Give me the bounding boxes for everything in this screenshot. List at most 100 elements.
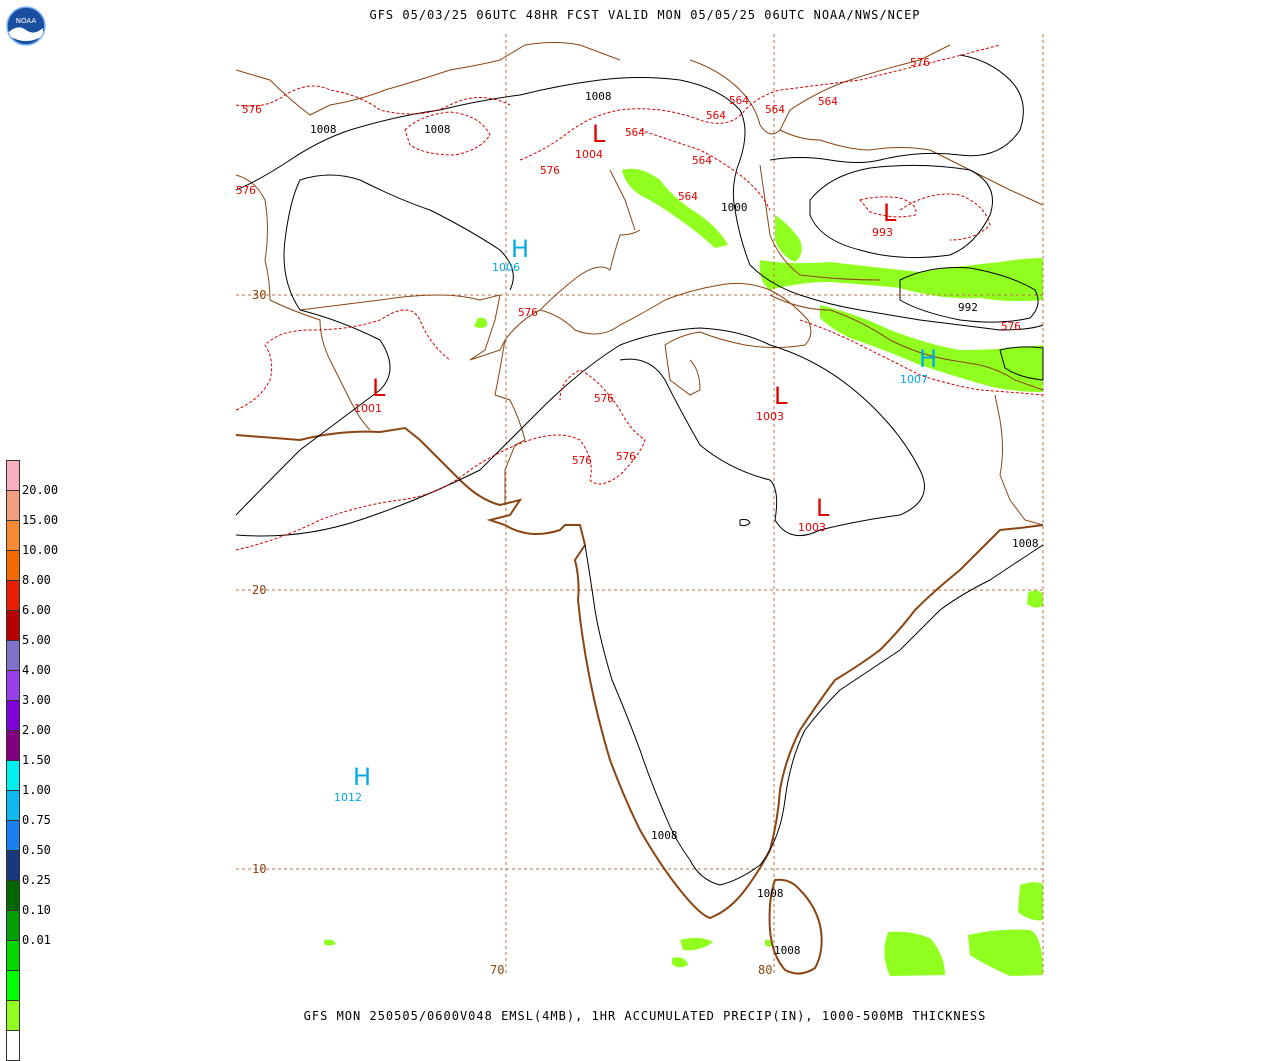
legend-swatch: [6, 970, 20, 1000]
low-center: L: [774, 382, 788, 410]
lat-label-30: 30: [252, 288, 266, 302]
thickness-label: 564: [818, 95, 838, 108]
precip-area: [622, 168, 728, 248]
legend-label: 5.00: [22, 633, 51, 647]
low-value: 1003: [798, 521, 826, 534]
thickness-label: 576: [236, 184, 256, 197]
legend-label: 10.00: [22, 543, 59, 557]
isobar-label: 1008: [651, 829, 678, 842]
map-footer: GFS MON 250505/0600V048 EMSL(4MB), 1HR A…: [303, 1009, 987, 1023]
logo-text: NOAA: [16, 17, 37, 25]
lat-lon-grid: [236, 34, 1044, 976]
legend-swatch: [6, 730, 20, 760]
thickness-label: 576: [540, 164, 560, 177]
legend-swatch: [6, 640, 20, 670]
legend-label: 0.75: [22, 813, 51, 827]
thickness-label: 564: [678, 190, 698, 203]
legend-label: 1.00: [22, 783, 51, 797]
thickness-label: 564: [765, 103, 785, 116]
thickness-label: 576: [572, 454, 592, 467]
low-center: L: [592, 120, 606, 148]
legend-swatch: [6, 850, 20, 880]
legend-swatch: [6, 760, 20, 790]
thickness-label: 564: [625, 126, 645, 139]
low-center: L: [816, 494, 830, 522]
lat-label-10: 10: [252, 862, 266, 876]
legend-label: 8.00: [22, 573, 51, 587]
legend-swatch: [6, 880, 20, 910]
precip-area: [1027, 590, 1043, 608]
isobar-label: 1008: [585, 90, 612, 103]
thickness-label: 564: [706, 109, 726, 122]
low-center: L: [883, 199, 897, 227]
legend-label: 6.00: [22, 603, 51, 617]
isobar-label: 1008: [1012, 537, 1039, 550]
thickness-labels: 576 576 576 576 564 564 564 564 564 564 …: [236, 56, 1021, 467]
precip-area: [775, 215, 802, 262]
legend-swatch: [6, 820, 20, 850]
legend-swatch: [6, 700, 20, 730]
precip-area: [884, 931, 945, 976]
high-center: H: [919, 345, 937, 373]
thickness-lines: [235, 44, 1044, 551]
thickness-label: 576: [910, 56, 930, 69]
legend-label: 4.00: [22, 663, 51, 677]
isobar-label: 1008: [424, 123, 451, 136]
weather-map: 30 20 10 70 80 L 1004 H 1006 L 1001 L 10…: [235, 34, 1044, 977]
legend-swatch: [6, 790, 20, 820]
thickness-label: 576: [594, 392, 614, 405]
low-value: 1003: [756, 410, 784, 423]
isobars: [235, 54, 1044, 886]
isobar-labels: 1008 1008 1008 1000 992 1008 1008 1008 1…: [310, 90, 1039, 957]
isobar-label: 1008: [757, 887, 784, 900]
thickness-label: 576: [242, 103, 262, 116]
legend-label: 0.10: [22, 903, 51, 917]
axis-labels: 30 20 10 70 80: [252, 288, 772, 977]
isobar-label: 992: [958, 301, 978, 314]
thickness-label: 576: [1001, 320, 1021, 333]
precip-area: [820, 305, 1043, 392]
legend-label: 3.00: [22, 693, 51, 707]
precip-legend: [6, 460, 20, 1061]
thickness-label: 564: [729, 94, 749, 107]
map-title: GFS 05/03/25 06UTC 48HR FCST VALID MON 0…: [369, 8, 921, 22]
country-borders: [235, 42, 1044, 526]
precip-area: [474, 317, 488, 328]
legend-label: 2.00: [22, 723, 51, 737]
legend-swatch: [6, 520, 20, 550]
legend-swatch: [6, 940, 20, 970]
low-center: L: [372, 374, 386, 402]
legend-label: 0.01: [22, 933, 51, 947]
high-value: 1007: [900, 373, 928, 386]
isobar-label: 1008: [774, 944, 801, 957]
noaa-logo-icon: NOAA: [6, 6, 46, 46]
precip-area: [765, 939, 772, 947]
high-center: H: [353, 763, 371, 791]
precip-area: [672, 957, 688, 968]
legend-label: 0.25: [22, 873, 51, 887]
legend-label: 0.50: [22, 843, 51, 857]
legend-swatch: [6, 460, 20, 490]
isobar-label: 1008: [310, 123, 337, 136]
precip-area: [968, 929, 1043, 976]
coastline: [235, 426, 1044, 975]
legend-label: 15.00: [22, 513, 59, 527]
legend-swatch: [6, 610, 20, 640]
high-center: H: [511, 235, 529, 263]
legend-swatch: [6, 580, 20, 610]
legend-swatch: [6, 1000, 20, 1030]
legend-swatch: [6, 670, 20, 700]
low-value: 993: [872, 226, 893, 239]
precip-area: [680, 937, 713, 951]
legend-swatch: [6, 1030, 20, 1061]
pressure-centers: L 1004 H 1006 L 1001 L 1003 L 1003 L 993…: [334, 120, 937, 804]
thickness-label: 576: [616, 450, 636, 463]
low-value: 1004: [575, 148, 603, 161]
thickness-label: 564: [692, 154, 712, 167]
precip-areas: [324, 168, 1043, 976]
isobar-label: 1000: [721, 201, 748, 214]
high-value: 1012: [334, 791, 362, 804]
legend-label: 1.50: [22, 753, 51, 767]
thickness-label: 576: [518, 306, 538, 319]
precip-area: [1018, 882, 1043, 921]
